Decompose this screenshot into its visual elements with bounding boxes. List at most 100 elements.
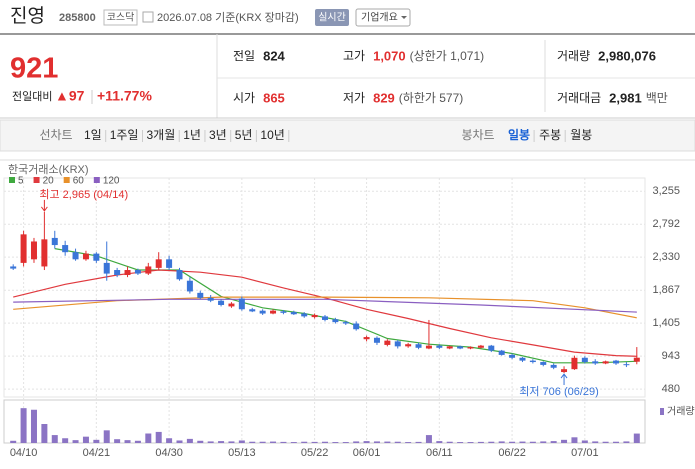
volume-bar bbox=[10, 440, 17, 443]
company[interactable]: 기업개요 bbox=[361, 11, 398, 24]
volume-bar bbox=[249, 441, 256, 443]
volume-bar bbox=[207, 441, 214, 443]
candle-body bbox=[176, 270, 183, 280]
candle-body bbox=[311, 314, 318, 318]
candle-body bbox=[509, 354, 516, 358]
candle-body bbox=[166, 259, 173, 268]
tab-group-label: 선차트 bbox=[39, 128, 72, 142]
volume-bar bbox=[405, 442, 412, 443]
tab[interactable]: 일봉 bbox=[508, 128, 530, 142]
stat-note: (하한가 577) bbox=[399, 91, 463, 105]
moving-average-line bbox=[13, 269, 637, 357]
candle-body bbox=[41, 239, 48, 267]
realtime-button[interactable] bbox=[315, 9, 349, 26]
volume-bar bbox=[290, 442, 297, 443]
candle-body bbox=[394, 341, 401, 347]
tab[interactable]: 10년 bbox=[260, 128, 284, 142]
candle-body bbox=[332, 319, 339, 323]
candle-body bbox=[467, 347, 474, 349]
volume-bar bbox=[623, 441, 630, 443]
volume-bar bbox=[82, 436, 89, 443]
plot-frame bbox=[3, 177, 646, 398]
stat-label: 거래량 bbox=[557, 49, 590, 63]
volume-bar bbox=[134, 440, 141, 443]
candle-body bbox=[363, 337, 370, 340]
candle-body bbox=[342, 322, 349, 324]
legend-label: 20 bbox=[43, 176, 55, 187]
volume-bar bbox=[218, 441, 225, 443]
tab[interactable]: 3년 bbox=[209, 128, 227, 142]
annotation-arrow bbox=[560, 373, 568, 386]
candle-body bbox=[477, 345, 484, 348]
volume-bar bbox=[571, 437, 578, 443]
candle-body bbox=[228, 303, 235, 307]
volume-bar bbox=[186, 438, 193, 443]
volume-bar bbox=[166, 438, 173, 443]
candle-body bbox=[155, 259, 162, 268]
tab[interactable]: 1년 bbox=[183, 128, 201, 142]
realtime[interactable]: 실시간 bbox=[318, 12, 346, 24]
tab[interactable]: 5년 bbox=[235, 128, 253, 142]
x-tick-label: 04/10 bbox=[10, 447, 38, 459]
volume-bar bbox=[103, 430, 110, 443]
legend-swatch bbox=[9, 177, 15, 183]
candle-body bbox=[457, 346, 464, 349]
volume-label: 거래량 bbox=[667, 406, 695, 418]
stat-label: 고가 bbox=[343, 49, 365, 63]
y-tick-label: 480 bbox=[662, 383, 680, 395]
tab[interactable]: 3개월 bbox=[146, 128, 175, 142]
stat-note: (상한가 1,071) bbox=[410, 49, 484, 63]
annotation-arrow bbox=[40, 199, 48, 212]
candle-body bbox=[207, 297, 214, 301]
change: ▲97 bbox=[55, 88, 85, 104]
volume-bar bbox=[228, 441, 235, 443]
tab[interactable]: 1주일 bbox=[110, 128, 139, 142]
x-tick-label: 04/21 bbox=[83, 447, 111, 459]
y-tick-label: 2,330 bbox=[652, 251, 680, 263]
candle-body bbox=[373, 337, 380, 343]
volume-bar bbox=[488, 441, 495, 443]
x-tick-label: 05/13 bbox=[228, 447, 256, 459]
candle-body bbox=[613, 360, 620, 364]
candle-body bbox=[540, 362, 547, 365]
chart: 3,255 2,792 2,330 1,867 1,405 943 480 04/10 04/2… bbox=[3, 176, 695, 459]
legend-swatch bbox=[660, 408, 664, 415]
volume-bar bbox=[93, 439, 100, 443]
company-button[interactable] bbox=[355, 8, 411, 27]
volume-bar bbox=[322, 441, 328, 443]
candle-body bbox=[249, 309, 256, 312]
legend-label: 120 bbox=[103, 176, 120, 187]
volume-bar bbox=[592, 441, 599, 443]
candle-body bbox=[592, 361, 599, 364]
volume-bar bbox=[259, 441, 266, 443]
tab[interactable]: 주봉 bbox=[539, 128, 561, 142]
stat-label: 저가 bbox=[343, 91, 365, 105]
volume-bar bbox=[425, 435, 432, 443]
candle-body bbox=[62, 245, 69, 253]
candle-body bbox=[571, 357, 578, 370]
stat-value: 2,980,076 bbox=[598, 48, 656, 63]
stat-value: 1,070 bbox=[373, 48, 406, 63]
change-label: 전일대비 bbox=[12, 89, 52, 103]
candle-body bbox=[259, 310, 266, 314]
candle-body bbox=[498, 350, 505, 355]
volume-bar bbox=[301, 441, 308, 443]
volume-bar bbox=[176, 440, 183, 443]
volume-bar bbox=[238, 440, 245, 443]
tab[interactable]: 월봉 bbox=[570, 128, 592, 142]
x-tick-label: 04/30 bbox=[155, 447, 183, 459]
candle-body bbox=[72, 252, 79, 260]
y-tick-label: 2,792 bbox=[652, 218, 680, 230]
candle-body bbox=[550, 364, 557, 368]
stat-label: 거래대금 bbox=[557, 91, 601, 105]
candle-body bbox=[270, 310, 277, 314]
volume-bar bbox=[384, 441, 391, 443]
candle-body bbox=[290, 312, 297, 315]
tab[interactable]: 1일 bbox=[84, 128, 102, 142]
candle-body bbox=[529, 360, 536, 363]
candle-body bbox=[82, 253, 89, 260]
stat-value: 2,981 bbox=[609, 90, 642, 105]
volume-bar bbox=[124, 440, 131, 443]
y-tick-label: 3,255 bbox=[652, 185, 680, 197]
legend-swatch bbox=[33, 177, 40, 183]
